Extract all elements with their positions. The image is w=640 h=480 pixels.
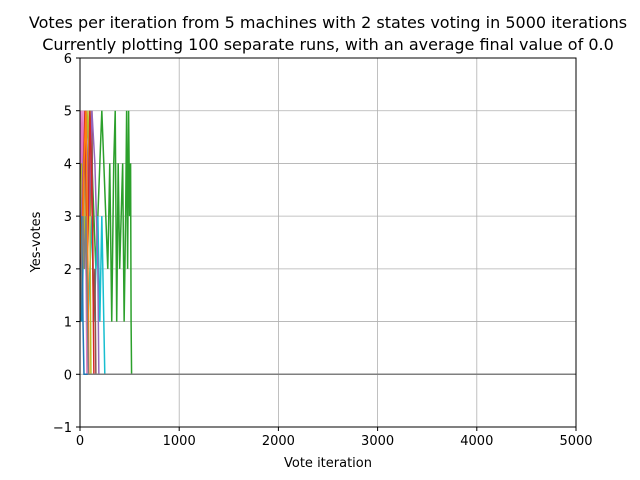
- y-tick-label: 6: [64, 52, 72, 67]
- x-tick-label: 5000: [559, 434, 592, 449]
- y-tick-label: 4: [64, 157, 72, 172]
- series-line-3: [80, 110, 576, 376]
- y-axis-label: Yes-votes: [29, 211, 44, 273]
- y-tick-label: 1: [64, 316, 72, 331]
- series-lines: [80, 110, 576, 376]
- y-tick-label: 5: [64, 105, 72, 120]
- x-tick-label: 1000: [163, 434, 196, 449]
- y-tick-label: 0: [64, 368, 72, 383]
- chart-title: Votes per iteration from 5 machines with…: [29, 13, 627, 32]
- x-tick-label: 2000: [262, 434, 295, 449]
- series-line-10: [80, 216, 576, 376]
- x-tick-label: 4000: [460, 434, 493, 449]
- chart-subtitle: Currently plotting 100 separate runs, wi…: [42, 35, 614, 54]
- y-tick-label: 3: [64, 210, 72, 225]
- y-tick-label: 2: [64, 263, 72, 278]
- x-tick-label: 0: [76, 434, 84, 449]
- plot-frame: [79, 57, 577, 428]
- x-axis-label: Vote iteration: [284, 456, 372, 471]
- x-tick-label: 3000: [361, 434, 394, 449]
- y-tick-label: −1: [53, 421, 72, 436]
- axis-ticks: 0 1000 2000 3000 4000 5000 −1 0 1 2 3 4 5 6: [53, 52, 593, 449]
